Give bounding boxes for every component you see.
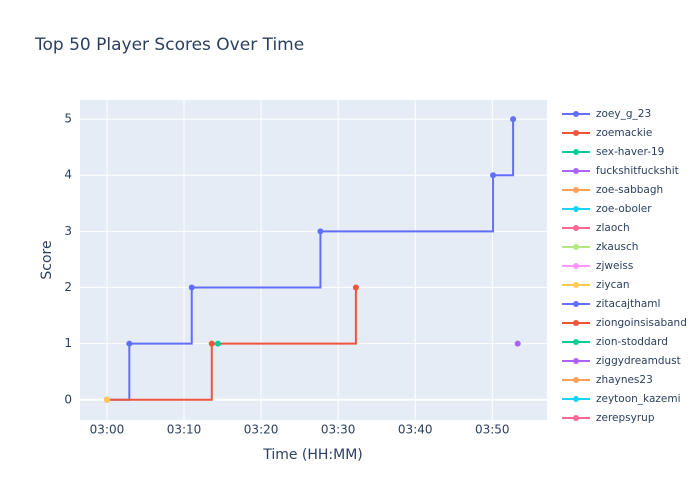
legend-marker: [573, 111, 579, 117]
y-tick-label: 1: [64, 336, 72, 350]
x-tick-label: 03:30: [321, 423, 356, 437]
legend-label: sex-haver-19: [596, 146, 664, 158]
legend-label: zoemackie: [596, 127, 652, 139]
data-point: [317, 228, 324, 235]
legend-label: zhaynes23: [596, 374, 653, 386]
data-point: [126, 340, 133, 347]
x-tick-label: 03:50: [475, 423, 510, 437]
legend-marker: [573, 339, 579, 345]
plot: [103, 116, 521, 403]
legend-marker: [573, 377, 579, 383]
data-point: [510, 116, 517, 123]
data-point: [352, 284, 359, 291]
legend-label: zoey_g_23: [596, 108, 651, 120]
legend-marker: [573, 225, 579, 231]
legend-label: ziongoinsisaband: [596, 317, 687, 329]
legend-marker: [573, 130, 579, 136]
legend-label: zoe-oboler: [596, 203, 652, 215]
y-axis-label: Score: [39, 240, 55, 279]
y-tick-label: 5: [64, 112, 72, 126]
legend-label: zitacajthaml: [596, 298, 660, 310]
legend-marker: [573, 244, 579, 250]
data-point: [514, 340, 521, 347]
legend-label: fuckshitfuckshit: [596, 165, 679, 177]
y-tick-label: 4: [64, 168, 72, 182]
legend-label: ziggydreamdust: [596, 355, 681, 367]
legend-marker: [573, 282, 579, 288]
x-tick-label: 03:00: [90, 423, 125, 437]
legend-marker: [573, 149, 579, 155]
legend-label: zjweiss: [596, 260, 633, 272]
x-tick-label: 03:20: [244, 423, 279, 437]
legend-marker: [573, 415, 579, 421]
legend-marker: [573, 320, 579, 326]
y-tick-label: 3: [64, 224, 72, 238]
chart-title: Top 50 Player Scores Over Time: [34, 35, 304, 55]
data-point: [208, 340, 215, 347]
series-line: [106, 119, 515, 401]
legend-marker: [573, 187, 579, 193]
legend-marker: [573, 301, 579, 307]
y-tick-label: 2: [64, 280, 72, 294]
legend-label: zoe-sabbagh: [596, 184, 663, 196]
grid: 0 1 2 3 4 5 03:00 03:10 03:20 03:30 03:40 03:50: [64, 100, 547, 437]
legend-marker: [573, 263, 579, 269]
legend-label: zion-stoddard: [596, 336, 668, 348]
legend-label: zlaoch: [596, 222, 630, 234]
legend-marker: [573, 358, 579, 364]
legend: zoey_g_23 zoemackie sex-haver-19 fuckshitfu…: [562, 108, 687, 424]
x-tick-label: 03:40: [398, 423, 433, 437]
data-point: [103, 396, 110, 403]
y-tick-label: 0: [64, 392, 72, 406]
data-point: [188, 284, 195, 291]
legend-marker: [573, 206, 579, 212]
plot-area: [80, 100, 547, 420]
data-point: [490, 172, 497, 179]
legend-marker: [573, 168, 579, 174]
legend-marker: [573, 396, 579, 402]
legend-label: zeytoon_kazemi: [596, 393, 681, 405]
legend-label: zkausch: [596, 241, 638, 253]
legend-label: zerepsyrup: [596, 412, 655, 424]
x-axis-label: Time (HH:MM): [262, 447, 363, 463]
x-tick-label: 03:10: [167, 423, 202, 437]
data-point: [214, 340, 221, 347]
legend-label: ziycan: [596, 279, 630, 291]
